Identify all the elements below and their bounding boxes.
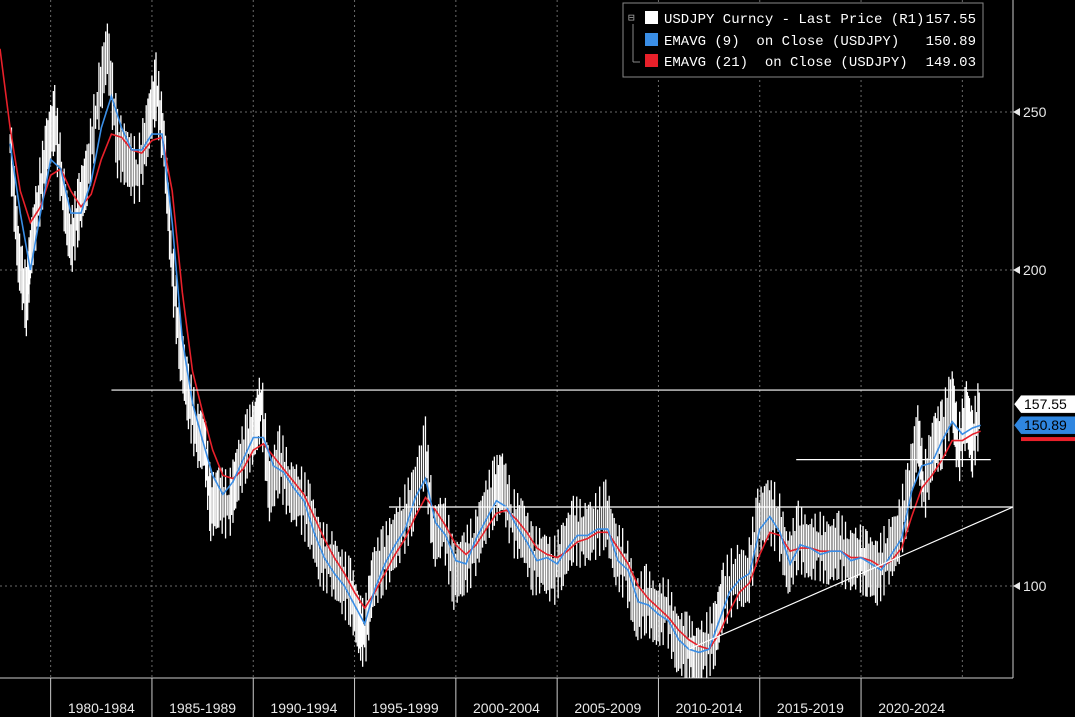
y-tick-mark-200 — [1013, 266, 1020, 274]
x-tick-label-7: 2015-2019 — [777, 700, 844, 716]
x-tick-label-2: 1990-1994 — [270, 700, 337, 716]
legend: ⊟ USDJPY Curncy - Last Price (R1) 157.55… — [622, 2, 984, 78]
y-tick-label-250: 250 — [1023, 104, 1047, 120]
legend-swatch-ema21 — [645, 54, 658, 67]
last-value-marker-0 — [1013, 394, 1075, 414]
x-tick-label-3: 1995-1999 — [372, 700, 439, 716]
x-tick-label-0: 1980-1984 — [68, 700, 135, 716]
last-value-marker-1 — [1013, 415, 1075, 435]
annotation-lines — [111, 389, 1014, 650]
legend-label-price: USDJPY Curncy - Last Price (R1) — [664, 12, 924, 28]
legend-collapse-icon[interactable]: ⊟ — [628, 11, 635, 24]
x-axis-ticks: 1980-1984 1985-1989 1990-1994 1995-1999 2000… — [50, 678, 945, 717]
price-bars-series — [9, 23, 980, 678]
x-tick-label-1: 1985-1989 — [169, 700, 236, 716]
ema-series-lines — [0, 48, 981, 654]
y-axis-ticks: 100 200 250 — [1013, 104, 1047, 594]
x-tick-label-6: 2010-2014 — [676, 700, 743, 716]
legend-label-ema21: EMAVG (21) on Close (USDJPY) — [664, 55, 908, 71]
ema9-line — [9, 93, 981, 654]
legend-value-ema9: 150.89 — [926, 34, 976, 50]
last-value-markers: 157.55 150.89 — [1013, 394, 1075, 442]
legend-box — [622, 2, 984, 78]
x-tick-label-5: 2005-2009 — [574, 700, 641, 716]
last-value-label-1: 150.89 — [1024, 417, 1067, 433]
legend-swatch-ema9 — [645, 33, 658, 46]
trendline — [688, 506, 1014, 650]
x-tick-label-4: 2000-2004 — [473, 700, 540, 716]
legend-swatch-price — [645, 11, 658, 24]
legend-value-ema21: 149.03 — [926, 55, 976, 71]
legend-value-price: 157.55 — [926, 12, 976, 28]
x-tick-label-8: 2020-2024 — [878, 700, 945, 716]
y-tick-label-200: 200 — [1023, 262, 1047, 278]
legend-label-ema9: EMAVG (9) on Close (USDJPY) — [664, 34, 899, 50]
y-tick-mark-250 — [1013, 108, 1020, 116]
last-value-marker-2 — [1021, 437, 1075, 442]
y-tick-label-100: 100 — [1023, 578, 1047, 594]
last-value-label-0: 157.55 — [1024, 396, 1067, 412]
y-tick-mark-100 — [1013, 582, 1020, 590]
